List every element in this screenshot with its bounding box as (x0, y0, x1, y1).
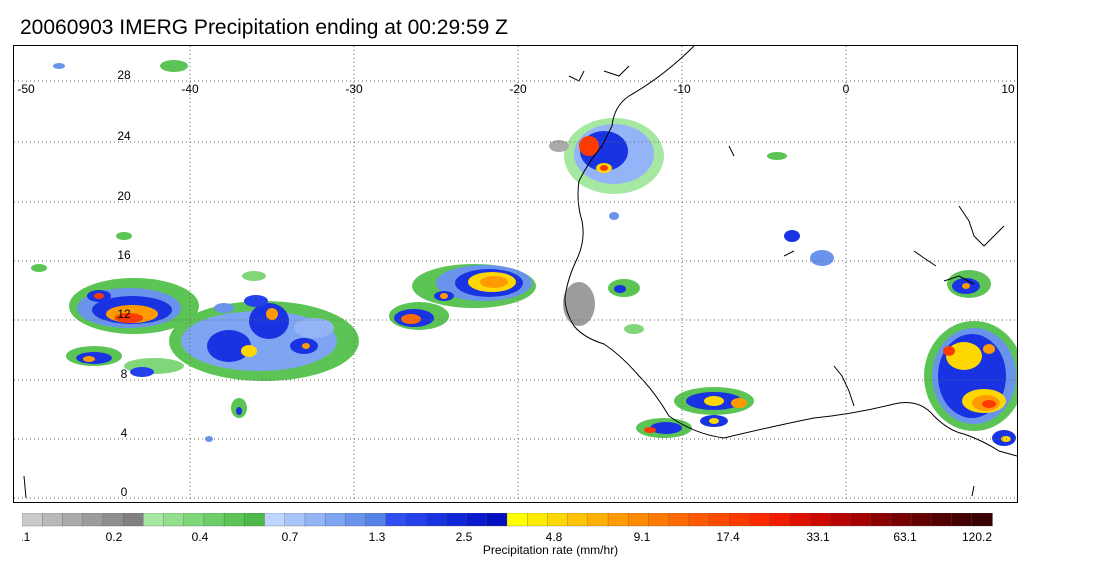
precipitation-map: -50 -40 -30 -20 -10 0 10 28 24 20 16 12 … (14, 45, 1024, 502)
colorbar-swatch (405, 513, 427, 527)
colorbar-swatch (122, 513, 144, 527)
colorbar-swatch (527, 513, 549, 527)
precip-cell-small (53, 60, 991, 334)
precip-cell-coast-north (549, 118, 664, 194)
colorbar-swatch (304, 513, 326, 527)
colorbar-swatch (729, 513, 751, 527)
colorbar-tick-label: 0.4 (192, 530, 209, 543)
lon-tick-label: -10 (673, 82, 691, 96)
colorbar-swatch (244, 513, 266, 527)
colorbar-swatch (890, 513, 912, 527)
colorbar-swatch (426, 513, 448, 527)
colorbar-swatch (324, 513, 346, 527)
colorbar-tick-label: 33.1 (806, 530, 830, 543)
colorbar-swatch (648, 513, 670, 527)
colorbar-swatch (22, 513, 43, 527)
colorbar-swatch (385, 513, 407, 527)
colorbar: 0.1 0.2 0.4 0.7 1.3 2.5 4.8 9.1 17.4 33.… (22, 513, 993, 543)
lon-tick-label: -40 (181, 82, 199, 96)
lat-tick-label: 8 (121, 367, 128, 381)
colorbar-swatch (42, 513, 64, 527)
lon-tick-label: -50 (17, 82, 35, 96)
colorbar-swatch (486, 513, 508, 527)
colorbar-swatch (587, 513, 609, 527)
colorbar-swatch (163, 513, 185, 527)
colorbar-swatch (62, 513, 84, 527)
colorbar-swatches (22, 513, 993, 527)
colorbar-swatch (931, 513, 953, 527)
lon-tick-label: 0 (843, 82, 850, 96)
colorbar-swatch (547, 513, 569, 527)
colorbar-swatch (830, 513, 852, 527)
colorbar-tick-label: 0.7 (282, 530, 299, 543)
precipitation-cells (31, 60, 1024, 446)
colorbar-tick-label: 0.2 (106, 530, 123, 543)
colorbar-swatch (102, 513, 124, 527)
colorbar-swatch (749, 513, 771, 527)
precip-cell-central (169, 271, 359, 442)
lon-tick-label: -20 (509, 82, 527, 96)
colorbar-swatch (688, 513, 710, 527)
map-title: 20060903 IMERG Precipitation ending at 0… (20, 16, 508, 39)
colorbar-swatch (143, 513, 165, 527)
colorbar-swatch (607, 513, 629, 527)
colorbar-swatch (223, 513, 245, 527)
colorbar-swatch (183, 513, 205, 527)
colorbar-tick-label: 1.3 (369, 530, 386, 543)
lat-tick-label: 20 (117, 189, 131, 203)
colorbar-swatch (911, 513, 933, 527)
colorbar-tick-label: 0.1 (22, 530, 31, 543)
colorbar-tick-labels: 0.1 0.2 0.4 0.7 1.3 2.5 4.8 9.1 17.4 33.… (22, 530, 992, 543)
map-frame: -50 -40 -30 -20 -10 0 10 28 24 20 16 12 … (13, 45, 1024, 503)
colorbar-swatch (264, 513, 286, 527)
colorbar-swatch (870, 513, 892, 527)
colorbar-swatch (668, 513, 690, 527)
lon-tick-labels: -50 -40 -30 -20 -10 0 10 (17, 82, 1015, 96)
lat-tick-label: 16 (117, 248, 131, 262)
colorbar-swatch (809, 513, 831, 527)
colorbar-tick-label: 17.4 (716, 530, 740, 543)
colorbar-swatch (203, 513, 225, 527)
colorbar-swatch (365, 513, 387, 527)
lat-tick-label: 28 (117, 68, 131, 82)
colorbar-swatch (951, 513, 973, 527)
colorbar-swatch (446, 513, 468, 527)
colorbar-swatch (971, 513, 993, 527)
colorbar-tick-label: 2.5 (456, 530, 473, 543)
colorbar-swatch (82, 513, 104, 527)
colorbar-title: Precipitation rate (mm/hr) (482, 543, 619, 557)
colorbar-tick-label: 9.1 (634, 530, 651, 543)
precip-cell-band (389, 264, 536, 330)
coastline (23, 45, 1018, 499)
lat-tick-label: 24 (117, 129, 131, 143)
precip-cell-guinea (636, 387, 754, 438)
colorbar-swatch (466, 513, 488, 527)
lat-tick-label: 0 (121, 485, 128, 499)
colorbar-swatch (789, 513, 811, 527)
colorbar-tick-label: 120.2 (962, 530, 992, 543)
colorbar-swatch (850, 513, 872, 527)
gridlines (14, 46, 1017, 502)
colorbar-swatch (345, 513, 367, 527)
colorbar-swatch (628, 513, 650, 527)
lon-tick-label: 10 (1001, 82, 1015, 96)
colorbar-swatch (506, 513, 528, 527)
colorbar-tick-label: 4.8 (546, 530, 563, 543)
colorbar-swatch (567, 513, 589, 527)
precip-cell-east (924, 321, 1024, 446)
colorbar-swatch (708, 513, 730, 527)
lat-tick-label: 4 (121, 426, 128, 440)
colorbar-tick-label: 63.1 (893, 530, 917, 543)
lon-tick-label: -30 (345, 82, 363, 96)
lat-tick-labels: 28 24 20 16 12 8 4 0 (117, 68, 131, 499)
precip-cell-west (31, 232, 199, 377)
colorbar-swatch (769, 513, 791, 527)
colorbar-swatch (284, 513, 306, 527)
lat-tick-label: 12 (117, 307, 131, 321)
